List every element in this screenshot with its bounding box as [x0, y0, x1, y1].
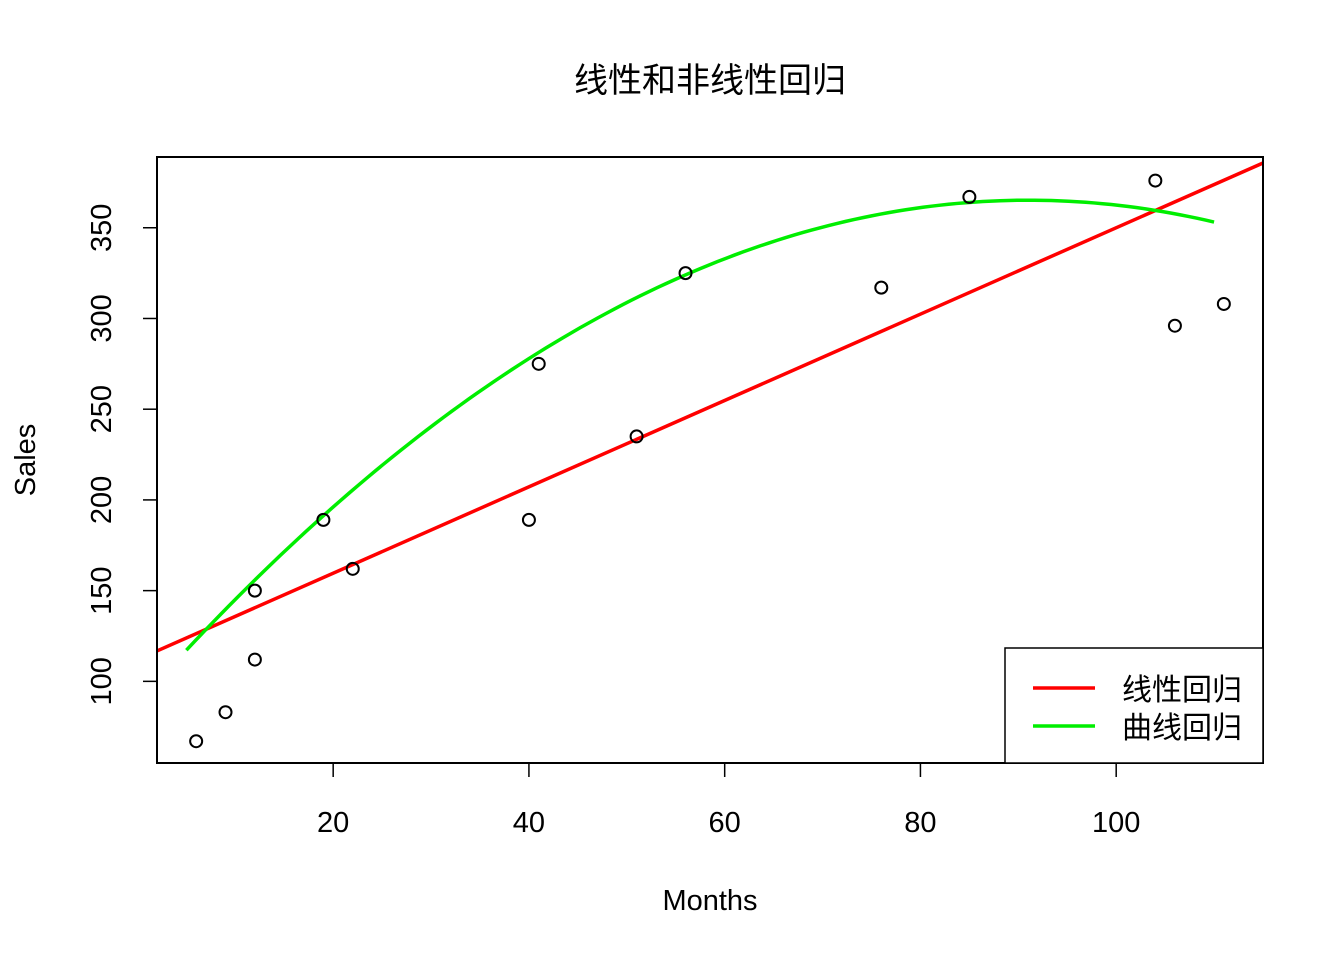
data-point — [531, 356, 546, 371]
linear-regression-line — [158, 161, 1262, 653]
x-axis-label: Months — [662, 885, 757, 917]
x-tick-label: 20 — [317, 807, 349, 839]
x-tick-label: 40 — [513, 807, 545, 839]
data-point — [874, 280, 889, 295]
x-tick-label: 60 — [709, 807, 741, 839]
x-tick-label: 100 — [1092, 807, 1140, 839]
points-layer — [189, 173, 1231, 749]
data-point — [1148, 173, 1163, 188]
data-point — [218, 705, 233, 720]
data-point — [1167, 318, 1182, 333]
y-tick-label: 200 — [86, 476, 118, 524]
x-tick-label: 80 — [904, 807, 936, 839]
chart-title: 线性和非线性回归 — [574, 61, 846, 101]
data-point — [962, 189, 977, 204]
data-point — [247, 583, 262, 598]
data-point — [247, 652, 262, 667]
legend-box — [1004, 647, 1264, 764]
legend-label-curve: 曲线回归 — [1122, 711, 1242, 746]
y-axis: 100 150 200 250 300 350 — [86, 204, 158, 706]
legend-label-linear: 线性回归 — [1122, 673, 1242, 708]
y-tick-label: 150 — [86, 566, 118, 614]
x-axis: 20 40 60 80 100 — [317, 762, 1140, 839]
data-point — [316, 512, 331, 527]
y-tick-label: 300 — [86, 294, 118, 342]
y-tick-label: 250 — [86, 385, 118, 433]
curve-regression-line — [185, 198, 1215, 652]
data-point — [1216, 296, 1231, 311]
y-axis-label: Sales — [10, 424, 42, 497]
data-point — [629, 429, 644, 444]
data-point — [521, 512, 536, 527]
series-layer — [158, 161, 1262, 653]
data-point — [189, 734, 204, 749]
y-tick-label: 100 — [86, 657, 118, 705]
legend: 线性回归 曲线回归 — [1004, 647, 1264, 764]
data-point — [678, 266, 693, 281]
y-tick-label: 350 — [86, 204, 118, 252]
data-point — [345, 561, 360, 576]
